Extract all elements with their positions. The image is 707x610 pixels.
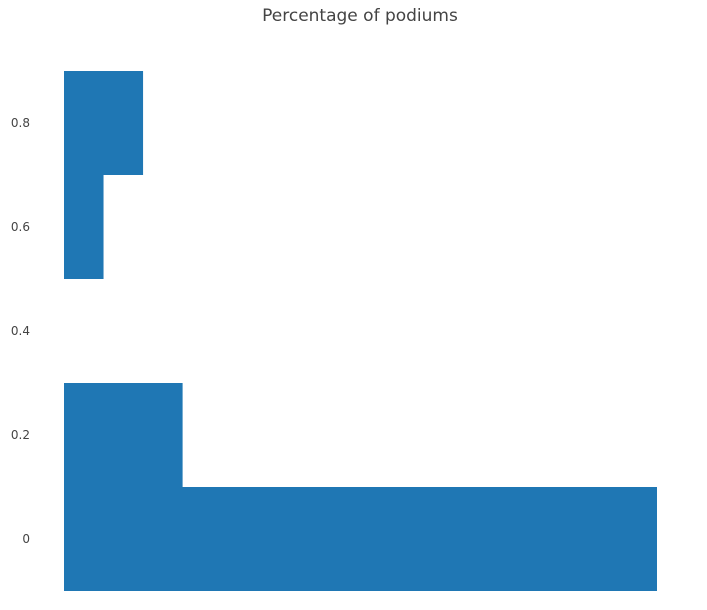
y-tick-label: 0 <box>22 532 30 546</box>
bar-1 <box>64 175 104 279</box>
y-tick-label: 0.8 <box>11 116 30 130</box>
y-tick-label: 0.4 <box>11 324 30 338</box>
y-tick-label: 0.6 <box>11 220 30 234</box>
bar-3 <box>64 487 657 591</box>
bar-2 <box>64 383 183 487</box>
bars-layer <box>64 71 657 591</box>
bar-0 <box>64 71 144 175</box>
y-axis-ticks: 0 0.2 0.4 0.6 0.8 <box>11 116 30 546</box>
chart-title: Percentage of podiums <box>262 6 458 26</box>
y-tick-label: 0.2 <box>11 428 30 442</box>
